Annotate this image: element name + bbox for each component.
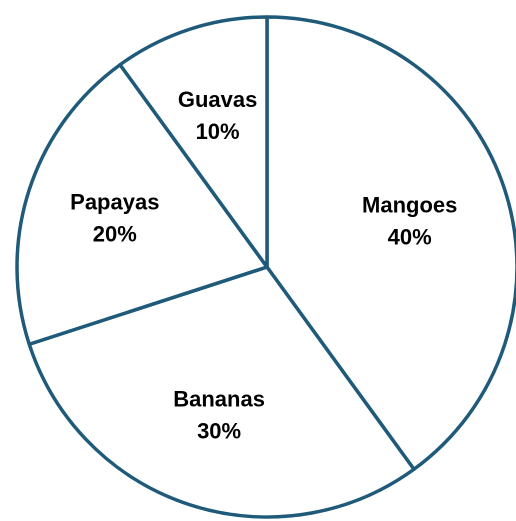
labels-layer: Mangoes 40% Bananas 30% Papayas 20% Guavas 10% [70,87,457,444]
pie-slice-bananas [27,265,416,519]
pie-slice-papayas [15,63,269,346]
slice-label-mangoes: Mangoes [362,193,457,218]
slice-value-label-bananas: 30% [197,418,241,443]
slices-layer [15,15,516,519]
slice-label-bananas: Bananas [173,386,265,411]
slice-value-label-mangoes: 40% [388,225,432,250]
slice-value-label-papayas: 20% [93,222,137,247]
pie-slice-guavas [118,15,269,269]
slice-value-label-guavas: 10% [196,119,240,144]
slice-label-guavas: Guavas [178,87,258,112]
pie-slice-mangoes [265,15,516,471]
slice-label-papayas: Papayas [70,190,159,215]
